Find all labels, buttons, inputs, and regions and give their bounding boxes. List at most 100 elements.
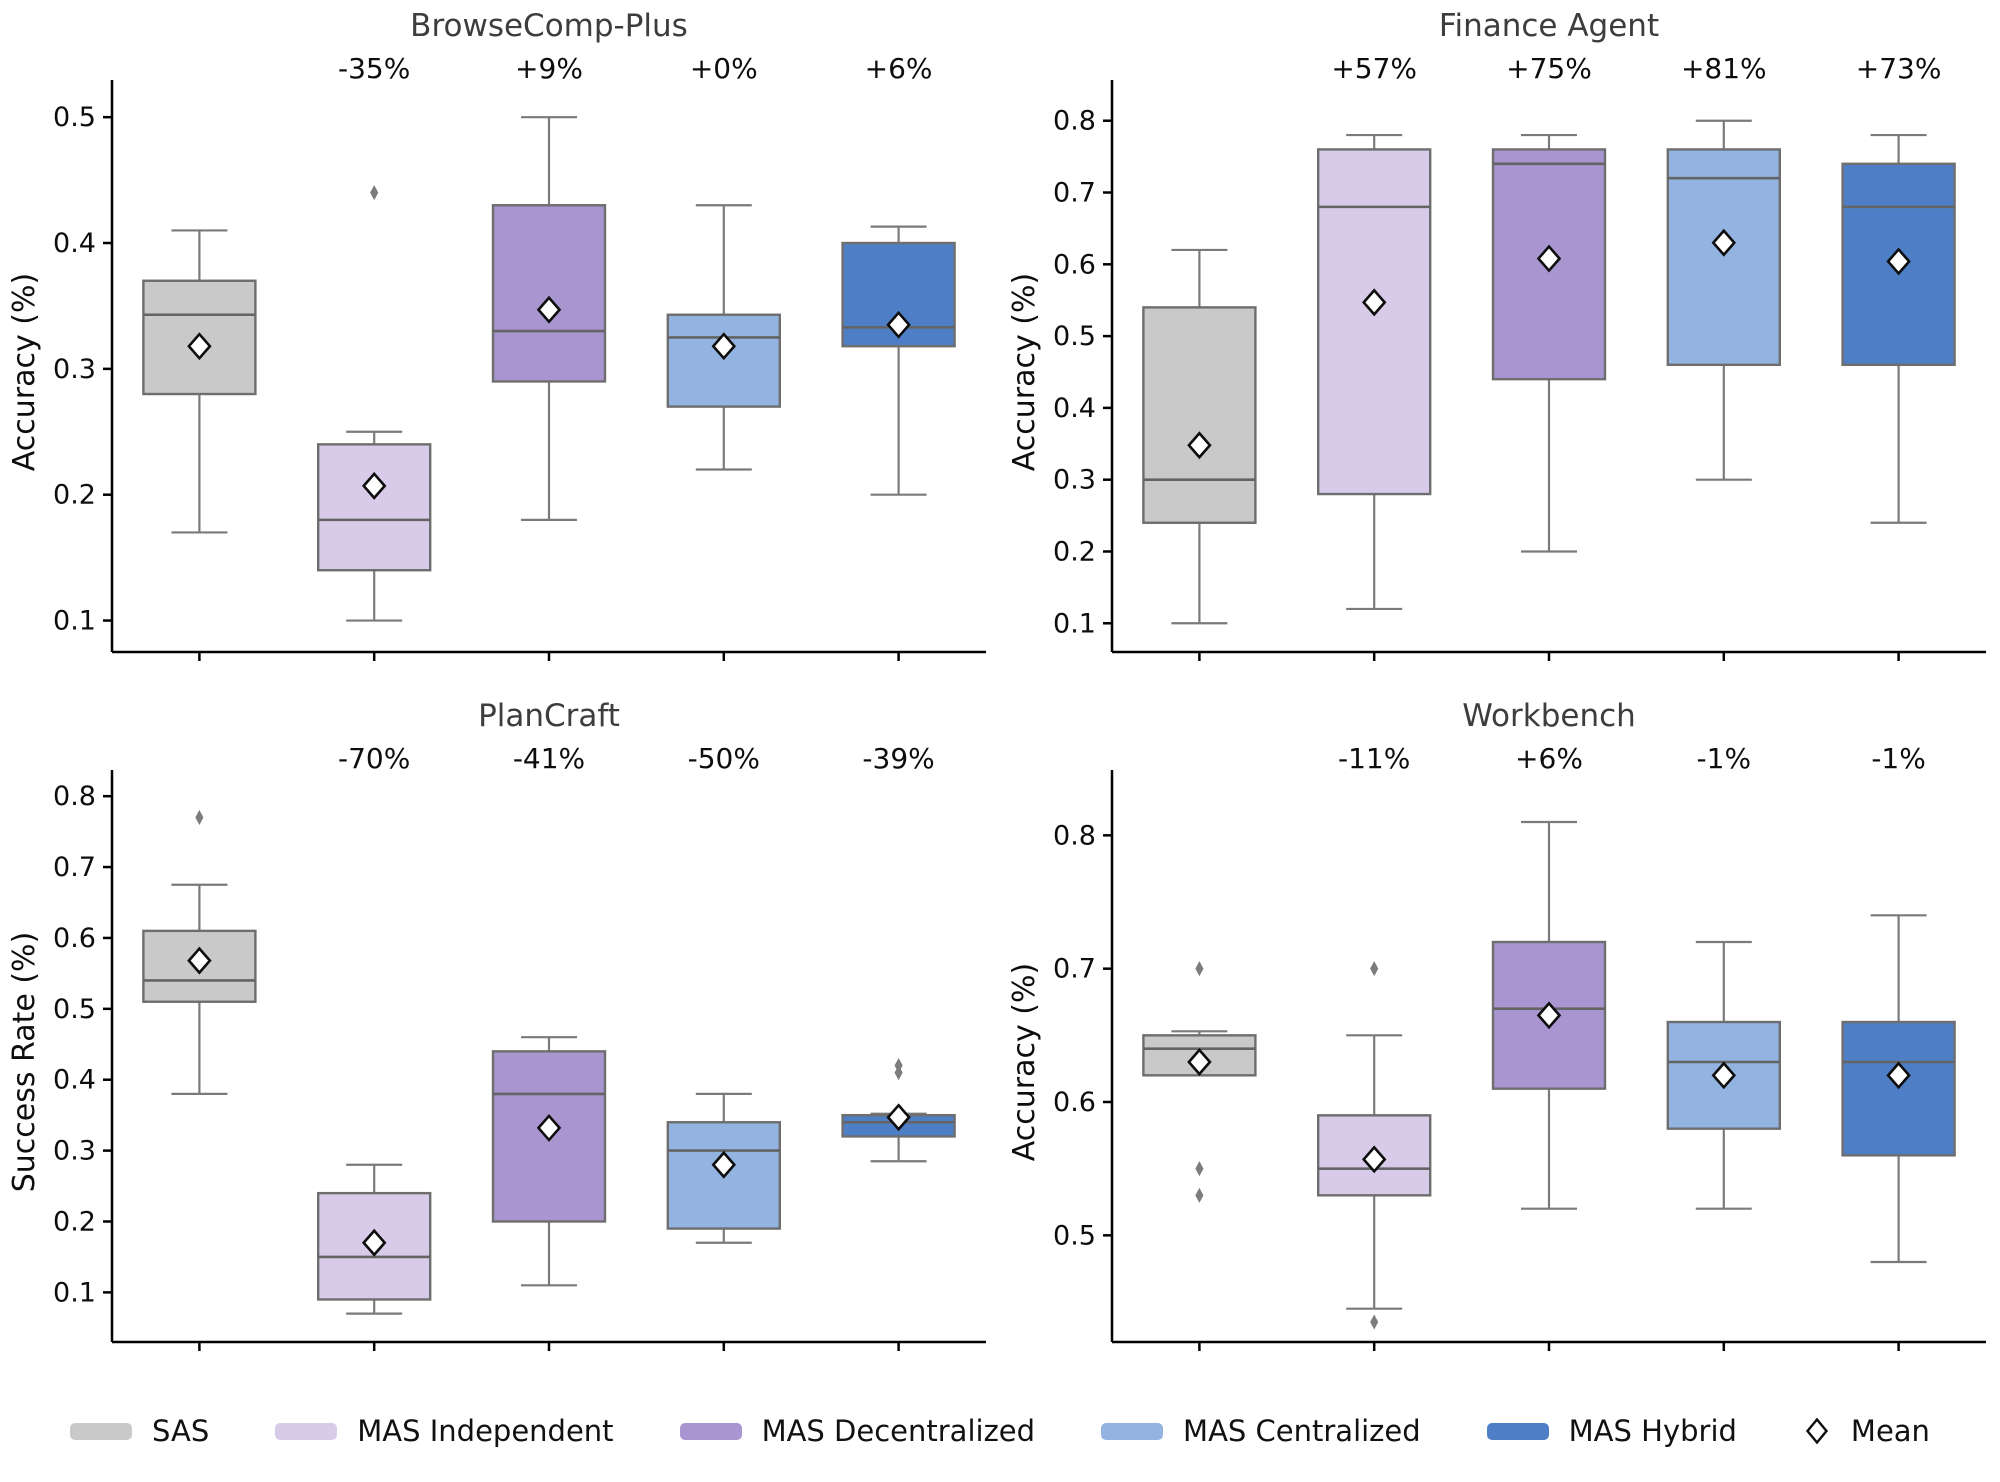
- y-tick-label: 0.3: [53, 1136, 96, 1167]
- mas-independent-swatch: [275, 1422, 338, 1440]
- y-tick-label: 0.4: [53, 228, 96, 259]
- mean-marker-mas-decentralized: [1536, 244, 1562, 273]
- delta-annotation: +9%: [515, 52, 583, 85]
- y-tick-label: 0.8: [1053, 106, 1096, 137]
- y-tick-label: 0.5: [53, 994, 96, 1025]
- y-tick-label: 0.6: [53, 923, 96, 954]
- mean-marker-mas-hybrid: [1886, 247, 1911, 276]
- panel-title: Workbench: [1462, 698, 1636, 734]
- outlier-marker-mas-independent: [1370, 961, 1379, 977]
- box-mas-centralized: [666, 313, 781, 408]
- y-tick-label: 0.6: [1053, 249, 1096, 280]
- y-axis-label: Success Rate (%): [7, 932, 42, 1193]
- y-tick-label: 0.5: [1053, 1220, 1096, 1251]
- delta-annotation: +57%: [1331, 52, 1417, 85]
- delta-annotation: -39%: [862, 742, 934, 775]
- y-tick-label: 0.1: [53, 1277, 96, 1308]
- box-mas-independent: [1317, 148, 1432, 496]
- y-tick-label: 0.2: [53, 480, 96, 511]
- delta-annotation: +6%: [865, 52, 933, 85]
- y-tick-label: 0.2: [1053, 536, 1096, 567]
- mean-marker-mas-decentralized: [536, 295, 562, 324]
- legend-label-mas-centralized: MAS Centralized: [1183, 1414, 1421, 1448]
- delta-annotation: +75%: [1506, 52, 1592, 85]
- panel-title: Finance Agent: [1439, 8, 1659, 44]
- sas-swatch: [70, 1422, 133, 1440]
- mean-marker-mas-hybrid: [1886, 1061, 1911, 1090]
- mean-marker-mas-independent: [361, 471, 387, 500]
- workbench-chart: Workbench Accuracy (%) 0.5 0.6 0.7 0.8 -11% +6%…: [1007, 698, 1986, 1351]
- y-tick-label: 0.8: [1053, 820, 1096, 851]
- y-tick-label: 0.4: [53, 1065, 96, 1096]
- panel-browsecomp-plus: BrowseComp-Plus Accuracy (%) 0.1 0.2 0.3 0.4 0…: [0, 0, 1000, 690]
- y-tick-label: 0.4: [1053, 393, 1096, 424]
- outlier-marker-mas-independent: [1370, 1314, 1379, 1330]
- mean-marker-mas-independent: [361, 1228, 387, 1257]
- panel-plancraft: PlanCraft Success Rate (%) 0.1 0.2 0.3 0.4 0.5…: [0, 690, 1000, 1380]
- panel-workbench: Workbench Accuracy (%) 0.5 0.6 0.7 0.8 -11% +6%…: [1000, 690, 2000, 1380]
- legend-label-mean: Mean: [1850, 1414, 1930, 1448]
- outlier-marker-sas: [1195, 1187, 1204, 1203]
- y-tick-label: 0.1: [53, 606, 96, 637]
- y-tick-label: 0.7: [53, 852, 96, 883]
- delta-annotation: -1%: [1871, 742, 1926, 775]
- panel-title: BrowseComp-Plus: [410, 8, 688, 44]
- outlier-marker-mas-hybrid: [894, 1057, 903, 1074]
- mean-marker-mas-centralized: [711, 1150, 737, 1179]
- delta-annotation: +73%: [1856, 52, 1942, 85]
- y-tick-label: 0.5: [1053, 321, 1096, 352]
- mas-hybrid-swatch: [1486, 1422, 1549, 1440]
- legend-item-mas-centralized: MAS Centralized: [1101, 1414, 1421, 1448]
- outlier-marker-mas-independent: [370, 185, 379, 201]
- y-tick-label: 0.8: [53, 781, 96, 812]
- mean-marker-mas-hybrid: [886, 310, 911, 339]
- mean-marker-sas: [187, 946, 212, 975]
- legend-label-sas: SAS: [152, 1414, 210, 1448]
- mean-marker-mas-decentralized: [1536, 1001, 1562, 1030]
- y-tick-label: 0.3: [1053, 465, 1096, 496]
- box-sas: [1142, 306, 1257, 524]
- panel-title: PlanCraft: [478, 698, 620, 734]
- finance-agent-chart: Finance Agent Accuracy (%) 0.1 0.2 0.3 0.4 0.5…: [1007, 8, 1986, 661]
- delta-annotation: -35%: [338, 52, 410, 85]
- y-tick-label: 0.5: [53, 102, 96, 133]
- mean-marker-mas-independent: [1361, 288, 1387, 317]
- y-axis-label: Accuracy (%): [7, 273, 42, 471]
- y-tick-label: 0.7: [1053, 954, 1096, 985]
- legend-label-mas-independent: MAS Independent: [357, 1414, 614, 1448]
- delta-annotation: -11%: [1338, 742, 1410, 775]
- y-tick-label: 0.7: [1053, 178, 1096, 209]
- mean-marker-mas-independent: [1361, 1145, 1387, 1174]
- outlier-marker-sas: [1195, 961, 1204, 977]
- legend-item-mas-independent: MAS Independent: [275, 1414, 614, 1448]
- mean-marker-sas: [1187, 1048, 1212, 1076]
- box-mas-decentralized: [491, 204, 607, 383]
- legend: SAS MAS Independent MAS Decentralized MA…: [0, 1380, 2000, 1482]
- delta-annotation: -41%: [513, 742, 585, 775]
- delta-annotation: -70%: [338, 742, 410, 775]
- mas-centralized-swatch: [1101, 1422, 1164, 1440]
- legend-item-mas-hybrid: MAS Hybrid: [1486, 1414, 1737, 1448]
- box-mas-centralized: [1666, 148, 1781, 367]
- browsecomp-plus-chart: BrowseComp-Plus Accuracy (%) 0.1 0.2 0.3 0.4 0…: [7, 8, 986, 661]
- figure-bottom-row: PlanCraft Success Rate (%) 0.1 0.2 0.3 0.4 0.5…: [0, 690, 2000, 1380]
- y-axis-label: Accuracy (%): [1007, 273, 1042, 471]
- y-tick-label: 0.1: [1053, 608, 1096, 639]
- mean-marker-sas: [1187, 431, 1212, 460]
- legend-item-sas: SAS: [70, 1414, 209, 1448]
- mean-marker-mas-centralized: [1711, 228, 1737, 257]
- mean-marker-mas-centralized: [711, 332, 737, 361]
- delta-annotation: +81%: [1681, 52, 1767, 85]
- panel-finance-agent: Finance Agent Accuracy (%) 0.1 0.2 0.3 0.4 0.5…: [1000, 0, 2000, 690]
- legend-item-mean: Mean: [1803, 1414, 1930, 1448]
- outlier-marker-sas: [1195, 1161, 1204, 1177]
- figure-top-row: BrowseComp-Plus Accuracy (%) 0.1 0.2 0.3 0.4 0…: [0, 0, 2000, 690]
- y-tick-label: 0.3: [53, 354, 96, 385]
- legend-item-mas-decentralized: MAS Decentralized: [679, 1414, 1036, 1448]
- y-tick-label: 0.2: [53, 1206, 96, 1237]
- mas-decentralized-swatch: [679, 1422, 742, 1440]
- legend-label-mas-decentralized: MAS Decentralized: [761, 1414, 1036, 1448]
- delta-annotation: -1%: [1697, 742, 1752, 775]
- delta-annotation: -50%: [688, 742, 760, 775]
- mean-marker-sas: [187, 332, 212, 361]
